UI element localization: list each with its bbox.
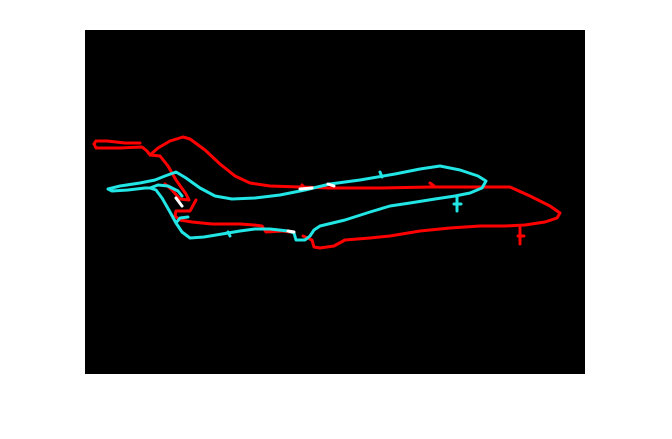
- cyan-fin-detail: [226, 170, 384, 238]
- red-landing-gear-front: [516, 226, 526, 246]
- cyan-landing-gear-front: [452, 194, 463, 213]
- red-aircraft-outline: [92, 135, 562, 250]
- image-display-area: [85, 30, 585, 374]
- cyan-aircraft-outline: [106, 164, 488, 242]
- overlap-highlight: [174, 182, 336, 234]
